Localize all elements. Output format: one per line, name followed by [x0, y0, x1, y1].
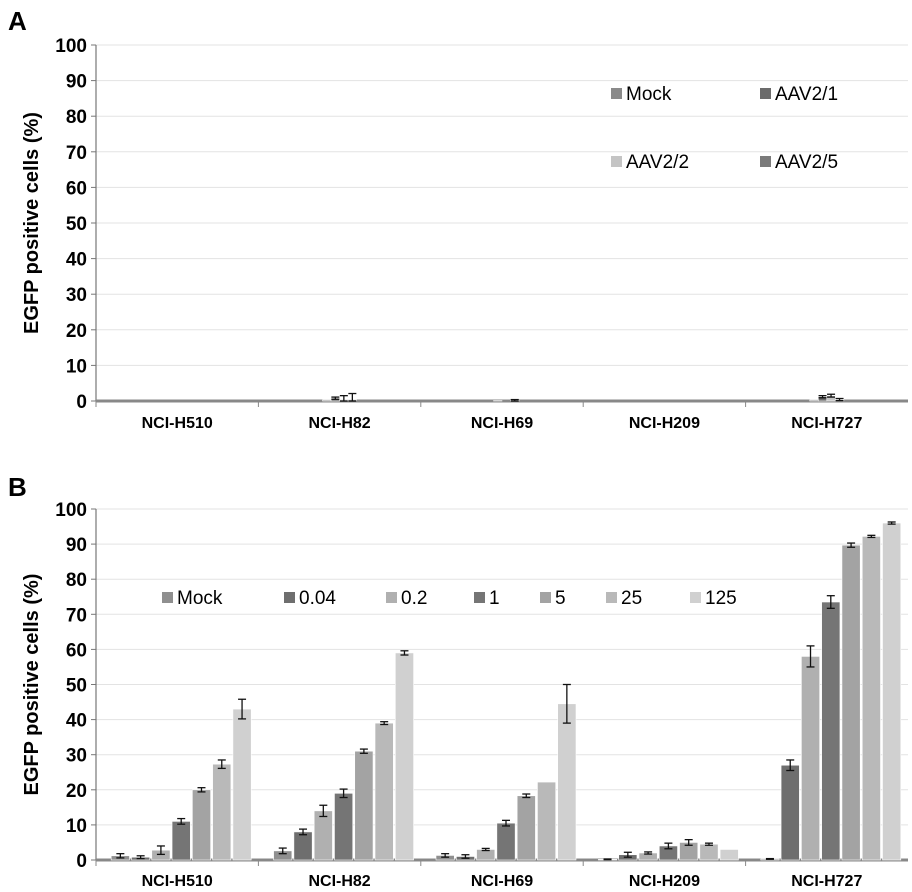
- bar-b-1-1: [293, 831, 313, 861]
- y-tick-label: 30: [66, 746, 87, 767]
- y-tick-label: 40: [66, 250, 87, 271]
- bar-b-4-4: [841, 544, 861, 861]
- bar-b-2-5: [537, 781, 557, 861]
- bar-b-4-6: [882, 522, 902, 861]
- y-axis-label: EGFP positive cells (%): [21, 574, 43, 796]
- y-tick-label: 30: [66, 285, 87, 306]
- y-tick-label: 10: [66, 816, 87, 837]
- y-tick-label: 0: [76, 851, 87, 872]
- x-tick-label: NCI-H82: [308, 873, 370, 890]
- bar-b-3-5: [699, 843, 719, 861]
- x-tick-label: NCI-H69: [471, 415, 533, 432]
- y-tick-label: 60: [66, 640, 87, 661]
- bar-b-1-4: [354, 750, 374, 861]
- bar-b-2-6: [557, 703, 577, 861]
- y-tick-label: 50: [66, 676, 87, 697]
- bar-b-4-3: [821, 601, 841, 861]
- legend-label: AAV2/1: [775, 84, 838, 105]
- legend-swatch: [606, 592, 617, 603]
- bar-b-1-5: [374, 722, 394, 861]
- legend-swatch: [760, 156, 771, 167]
- y-tick-label: 100: [55, 500, 87, 521]
- x-tick-label: NCI-H69: [471, 873, 533, 890]
- y-tick-label: 100: [55, 36, 87, 57]
- x-tick-label: NCI-H209: [629, 873, 700, 890]
- y-tick-label: 60: [66, 178, 87, 199]
- panel-b-letter: B: [8, 472, 27, 502]
- y-tick-label: 80: [66, 570, 87, 591]
- bar-b-4-1: [780, 764, 800, 861]
- legend-swatch: [690, 592, 701, 603]
- legend-label: 25: [621, 588, 642, 609]
- y-tick-label: 20: [66, 781, 87, 802]
- y-tick-label: 70: [66, 143, 87, 164]
- legend-label: AAV2/2: [626, 152, 689, 173]
- y-tick-label: 20: [66, 321, 87, 342]
- bar-b-1-3: [334, 793, 354, 861]
- bar-b-1-6: [395, 652, 414, 861]
- bar-b-1-2: [313, 810, 333, 861]
- x-tick-label: NCI-H209: [629, 415, 700, 432]
- bar-b-4-5: [861, 536, 881, 861]
- bar-a-1-0: [322, 399, 332, 402]
- legend-label: 0.2: [401, 588, 427, 609]
- y-tick-label: 50: [66, 214, 87, 235]
- x-tick-label: NCI-H727: [791, 873, 862, 890]
- x-tick-label: NCI-H82: [308, 415, 370, 432]
- bar-b-4-2: [801, 656, 820, 861]
- panel-a: A 0 10 20 30 40 50 60 70 80 90 100 EGFP positive cel…: [8, 6, 908, 432]
- bar-b-0-6: [232, 708, 252, 861]
- legend-swatch: [162, 592, 173, 603]
- x-tick-label: NCI-H510: [142, 415, 213, 432]
- bar-b-3-6: [719, 849, 739, 861]
- legend-label: Mock: [626, 84, 672, 105]
- y-tick-label: 70: [66, 605, 87, 626]
- legend-label: 0.04: [299, 588, 336, 609]
- y-tick-label: 0: [76, 392, 87, 413]
- y-axis-label: EGFP positive cells (%): [21, 112, 43, 334]
- legend-label: 5: [555, 588, 566, 609]
- legend-label: 1: [489, 588, 500, 609]
- bar-b-0-5: [212, 763, 232, 861]
- y-tick-label: 40: [66, 711, 87, 732]
- y-tick-label: 80: [66, 107, 87, 128]
- bar-a-4-0: [809, 399, 819, 402]
- panel-b: B 0 10 20 30 40 50 60 70 80 90 100 EGFP positive cel…: [8, 472, 908, 890]
- panel-a-letter: A: [8, 6, 27, 36]
- y-tick-label: 90: [66, 535, 87, 556]
- legend-swatch: [284, 592, 295, 603]
- legend-label: Mock: [177, 588, 223, 609]
- bar-b-0-4: [192, 789, 211, 861]
- y-tick-label: 90: [66, 72, 87, 93]
- legend-label: 125: [705, 588, 737, 609]
- x-tick-label: NCI-H510: [142, 873, 213, 890]
- legend-swatch: [474, 592, 485, 603]
- legend-swatch: [386, 592, 397, 603]
- legend-swatch: [611, 88, 622, 99]
- legend-label: AAV2/5: [775, 152, 838, 173]
- legend-swatch: [540, 592, 551, 603]
- y-tick-label: 10: [66, 356, 87, 377]
- bar-b-2-3: [496, 822, 516, 861]
- legend-swatch: [760, 88, 771, 99]
- legend-swatch: [611, 156, 622, 167]
- bar-b-2-4: [516, 795, 536, 861]
- bar-b-0-3: [171, 821, 191, 861]
- x-tick-label: NCI-H727: [791, 415, 862, 432]
